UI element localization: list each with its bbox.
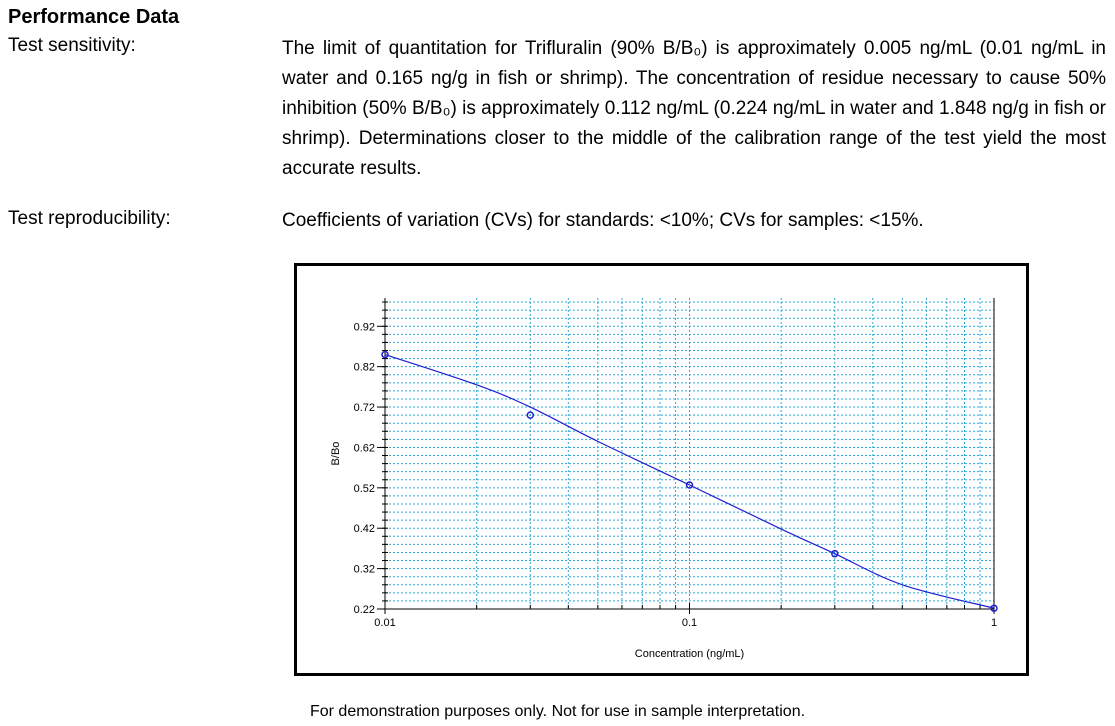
y-tick-label: 0.82 bbox=[354, 362, 375, 374]
data-point bbox=[685, 481, 694, 489]
x-tick-label: 1 bbox=[991, 617, 997, 629]
reproducibility-label: Test reproducibility: bbox=[8, 208, 171, 229]
reproducibility-text: Coefficients of variation (CVs) for stan… bbox=[282, 210, 924, 231]
y-axis-label: B/Bo bbox=[330, 442, 342, 466]
data-point bbox=[990, 604, 998, 612]
y-tick-label: 0.32 bbox=[354, 564, 375, 576]
y-tick-label: 0.22 bbox=[354, 604, 375, 616]
y-tick-label: 0.42 bbox=[354, 523, 375, 535]
chart-frame: 0.22 0.32 0.42 0.52 0.62 0.72 0.82 0.92 0.01 0.1 1… bbox=[294, 263, 1029, 676]
x-axis-label: Concentration (ng/mL) bbox=[635, 648, 744, 660]
footer-note: For demonstration purposes only. Not for… bbox=[309, 703, 806, 720]
y-tick-label: 0.52 bbox=[354, 483, 375, 495]
x-tick-label: 0.1 bbox=[682, 617, 697, 629]
y-tick-label: 0.92 bbox=[354, 321, 375, 333]
plot-area bbox=[385, 298, 994, 609]
y-tick-label: 0.62 bbox=[354, 442, 375, 454]
section-title: Performance Data bbox=[8, 6, 180, 28]
fit-curve bbox=[384, 353, 995, 609]
data-point bbox=[831, 549, 839, 558]
data-point bbox=[526, 411, 535, 419]
x-tick-label: 0.01 bbox=[374, 617, 395, 629]
y-tick-label: 0.72 bbox=[354, 402, 375, 414]
sensitivity-text: The limit of quantitation for Triflurali… bbox=[282, 38, 1106, 179]
data-point bbox=[381, 350, 389, 359]
sensitivity-label: Test sensitivity: bbox=[8, 35, 136, 56]
calibration-chart: 0.22 0.32 0.42 0.52 0.62 0.72 0.82 0.92 0.01 0.1 1… bbox=[330, 298, 998, 660]
